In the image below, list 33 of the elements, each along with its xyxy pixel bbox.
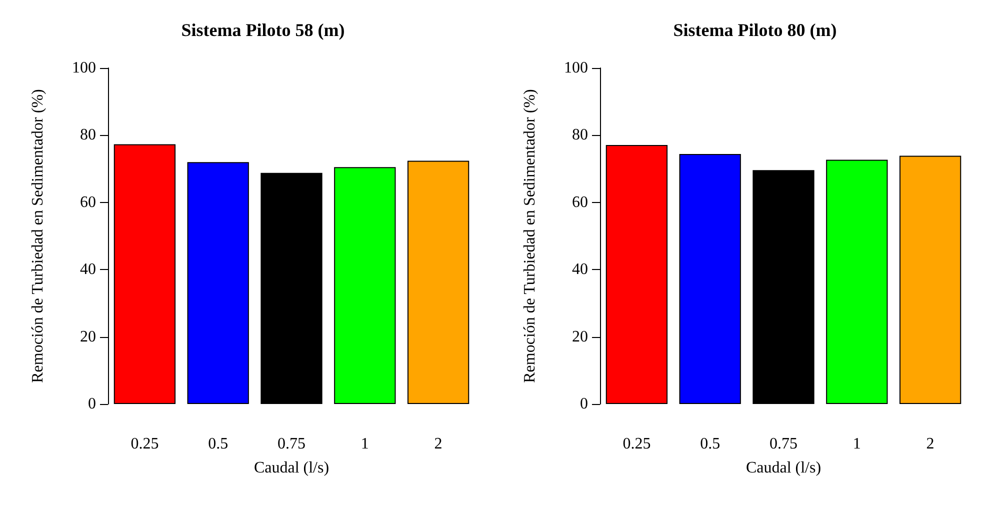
y-tick-label: 100 <box>564 60 588 76</box>
y-tick-label: 40 <box>572 261 588 278</box>
y-tick-label: 0 <box>580 396 588 412</box>
bar <box>334 167 396 404</box>
x-axis-title: Caudal (l/s) <box>254 460 330 476</box>
y-tick-label: 80 <box>80 126 96 144</box>
x-tick-label: 0.75 <box>278 436 306 452</box>
y-tick-label: 60 <box>80 194 96 211</box>
y-tick-label: 20 <box>572 328 588 346</box>
y-axis-title: Remoción de Turbiedad en Sedimentador (%) <box>522 89 538 383</box>
x-tick-label: 0.25 <box>130 436 159 452</box>
x-tick-label: 2 <box>926 436 934 452</box>
bar <box>260 172 322 404</box>
x-tick-label: 0.5 <box>208 436 228 452</box>
y-tick-label: 60 <box>572 194 588 211</box>
x-axis-title: Caudal (l/s) <box>746 460 822 476</box>
y-tick-label: 80 <box>572 126 588 144</box>
bar <box>187 162 249 404</box>
x-tick-label: 0.75 <box>770 436 798 452</box>
bar <box>114 144 176 404</box>
x-tick-label: 2 <box>434 436 442 452</box>
bar <box>407 160 470 404</box>
x-tick-label: 0.25 <box>622 436 651 452</box>
x-tick-label: 1 <box>360 436 369 452</box>
chart-title: Sistema Piloto 80 (m) <box>673 20 837 40</box>
x-tick-label: 1 <box>852 436 861 452</box>
y-tick-label: 100 <box>72 60 96 76</box>
y-tick-label: 40 <box>80 261 96 278</box>
y-tick-label: 20 <box>80 328 96 346</box>
y-axis-title: Remoción de Turbiedad en Sedimentador (%) <box>30 89 46 383</box>
chart-title: Sistema Piloto 58 (m) <box>181 20 345 40</box>
y-tick-label: 0 <box>88 396 96 412</box>
x-tick-label: 0.5 <box>700 436 720 452</box>
